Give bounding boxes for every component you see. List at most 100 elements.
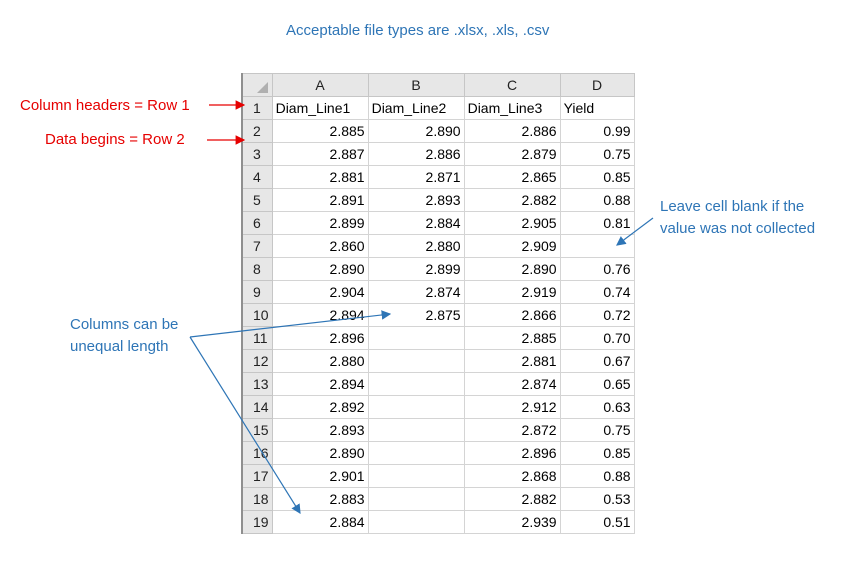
header-cell[interactable]: Diam_Line3 — [463, 96, 561, 120]
data-cell[interactable]: 2.884 — [367, 211, 465, 235]
data-cell[interactable]: 2.890 — [271, 257, 369, 281]
data-cell[interactable] — [367, 395, 465, 419]
data-cell[interactable] — [367, 441, 465, 465]
data-cell[interactable]: 2.885 — [271, 119, 369, 143]
row-number[interactable]: 18 — [241, 487, 273, 511]
data-cell[interactable]: 2.874 — [367, 280, 465, 304]
data-cell[interactable]: 2.871 — [367, 165, 465, 189]
row-number[interactable]: 1 — [241, 96, 273, 120]
data-cell[interactable]: 2.890 — [271, 441, 369, 465]
data-cell[interactable]: 0.85 — [559, 441, 635, 465]
data-cell[interactable]: 2.885 — [463, 326, 561, 350]
column-header-c[interactable]: C — [463, 73, 561, 97]
row-number[interactable]: 7 — [241, 234, 273, 258]
data-cell[interactable]: 2.875 — [367, 303, 465, 327]
data-cell[interactable]: 2.880 — [271, 349, 369, 373]
data-cell[interactable]: 0.70 — [559, 326, 635, 350]
data-cell[interactable]: 2.894 — [271, 303, 369, 327]
row-number[interactable]: 19 — [241, 510, 273, 534]
data-cell[interactable]: 2.881 — [463, 349, 561, 373]
data-cell[interactable] — [367, 418, 465, 442]
header-cell[interactable]: Diam_Line1 — [271, 96, 369, 120]
row-number[interactable]: 16 — [241, 441, 273, 465]
data-cell[interactable]: 2.899 — [367, 257, 465, 281]
data-cell[interactable]: 0.76 — [559, 257, 635, 281]
row-number[interactable]: 4 — [241, 165, 273, 189]
row-number[interactable]: 15 — [241, 418, 273, 442]
data-cell[interactable]: 2.909 — [463, 234, 561, 258]
data-cell[interactable]: 2.882 — [463, 487, 561, 511]
data-cell[interactable]: 2.881 — [271, 165, 369, 189]
data-cell[interactable] — [367, 372, 465, 396]
data-cell[interactable] — [559, 234, 635, 258]
data-cell[interactable]: 2.865 — [463, 165, 561, 189]
data-cell[interactable] — [367, 487, 465, 511]
data-cell[interactable]: 0.67 — [559, 349, 635, 373]
data-cell[interactable]: 2.883 — [271, 487, 369, 511]
data-cell[interactable]: 0.99 — [559, 119, 635, 143]
data-cell[interactable]: 2.884 — [271, 510, 369, 534]
data-cell[interactable]: 2.860 — [271, 234, 369, 258]
data-cell[interactable]: 2.904 — [271, 280, 369, 304]
data-cell[interactable] — [367, 464, 465, 488]
data-cell[interactable] — [367, 326, 465, 350]
data-cell[interactable] — [367, 349, 465, 373]
data-cell[interactable]: 2.874 — [463, 372, 561, 396]
data-cell[interactable] — [367, 510, 465, 534]
data-cell[interactable]: 2.872 — [463, 418, 561, 442]
data-cell[interactable]: 2.868 — [463, 464, 561, 488]
data-cell[interactable]: 2.890 — [367, 119, 465, 143]
data-cell[interactable]: 2.866 — [463, 303, 561, 327]
data-cell[interactable]: 2.886 — [367, 142, 465, 166]
data-cell[interactable]: 2.891 — [271, 188, 369, 212]
data-cell[interactable]: 0.81 — [559, 211, 635, 235]
header-cell[interactable]: Yield — [559, 96, 635, 120]
data-cell[interactable]: 2.912 — [463, 395, 561, 419]
data-cell[interactable]: 2.894 — [271, 372, 369, 396]
row-number[interactable]: 3 — [241, 142, 273, 166]
row-number[interactable]: 14 — [241, 395, 273, 419]
data-cell[interactable]: 0.51 — [559, 510, 635, 534]
data-cell[interactable]: 0.85 — [559, 165, 635, 189]
data-cell[interactable]: 2.899 — [271, 211, 369, 235]
column-header-b[interactable]: B — [367, 73, 465, 97]
data-cell[interactable]: 2.882 — [463, 188, 561, 212]
column-header-a[interactable]: A — [271, 73, 369, 97]
data-cell[interactable]: 2.901 — [271, 464, 369, 488]
row-number[interactable]: 10 — [241, 303, 273, 327]
row-number[interactable]: 2 — [241, 119, 273, 143]
data-cell[interactable]: 2.893 — [271, 418, 369, 442]
row-number[interactable]: 17 — [241, 464, 273, 488]
data-cell[interactable]: 0.75 — [559, 142, 635, 166]
data-cell[interactable]: 2.890 — [463, 257, 561, 281]
data-cell[interactable]: 2.879 — [463, 142, 561, 166]
data-cell[interactable]: 2.905 — [463, 211, 561, 235]
data-cell[interactable]: 0.74 — [559, 280, 635, 304]
data-cell[interactable]: 2.939 — [463, 510, 561, 534]
data-cell[interactable]: 2.892 — [271, 395, 369, 419]
row-number[interactable]: 9 — [241, 280, 273, 304]
header-cell[interactable]: Diam_Line2 — [367, 96, 465, 120]
data-cell[interactable]: 2.887 — [271, 142, 369, 166]
data-cell[interactable]: 2.880 — [367, 234, 465, 258]
data-cell[interactable]: 2.896 — [271, 326, 369, 350]
data-cell[interactable]: 0.63 — [559, 395, 635, 419]
data-cell[interactable]: 0.88 — [559, 188, 635, 212]
row-number[interactable]: 12 — [241, 349, 273, 373]
select-all-corner[interactable] — [241, 73, 273, 97]
data-cell[interactable]: 2.919 — [463, 280, 561, 304]
data-cell[interactable]: 0.72 — [559, 303, 635, 327]
data-cell[interactable]: 2.893 — [367, 188, 465, 212]
data-cell[interactable]: 0.53 — [559, 487, 635, 511]
row-number[interactable]: 6 — [241, 211, 273, 235]
data-cell[interactable]: 0.88 — [559, 464, 635, 488]
data-cell[interactable]: 2.886 — [463, 119, 561, 143]
row-number[interactable]: 8 — [241, 257, 273, 281]
column-header-d[interactable]: D — [559, 73, 635, 97]
row-number[interactable]: 13 — [241, 372, 273, 396]
data-cell[interactable]: 2.896 — [463, 441, 561, 465]
data-cell[interactable]: 0.65 — [559, 372, 635, 396]
row-number[interactable]: 11 — [241, 326, 273, 350]
row-number[interactable]: 5 — [241, 188, 273, 212]
data-cell[interactable]: 0.75 — [559, 418, 635, 442]
